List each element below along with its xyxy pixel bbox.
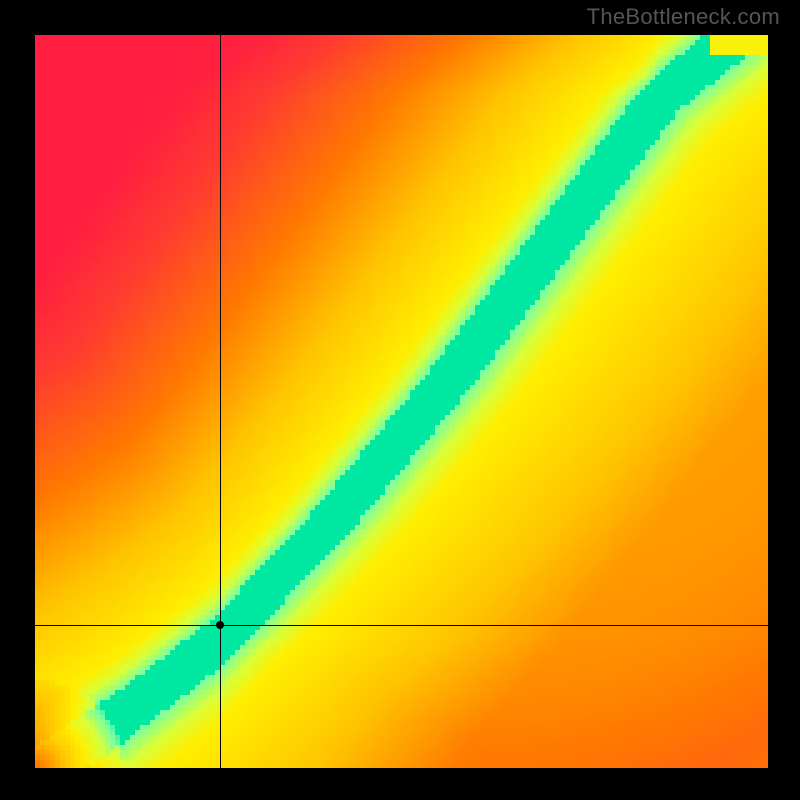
crosshair-horizontal	[35, 625, 768, 626]
crosshair-vertical	[220, 35, 221, 768]
selection-marker	[216, 621, 224, 629]
heatmap-canvas	[35, 35, 768, 768]
bottleneck-heatmap	[35, 35, 768, 768]
watermark-text: TheBottleneck.com	[587, 4, 780, 30]
